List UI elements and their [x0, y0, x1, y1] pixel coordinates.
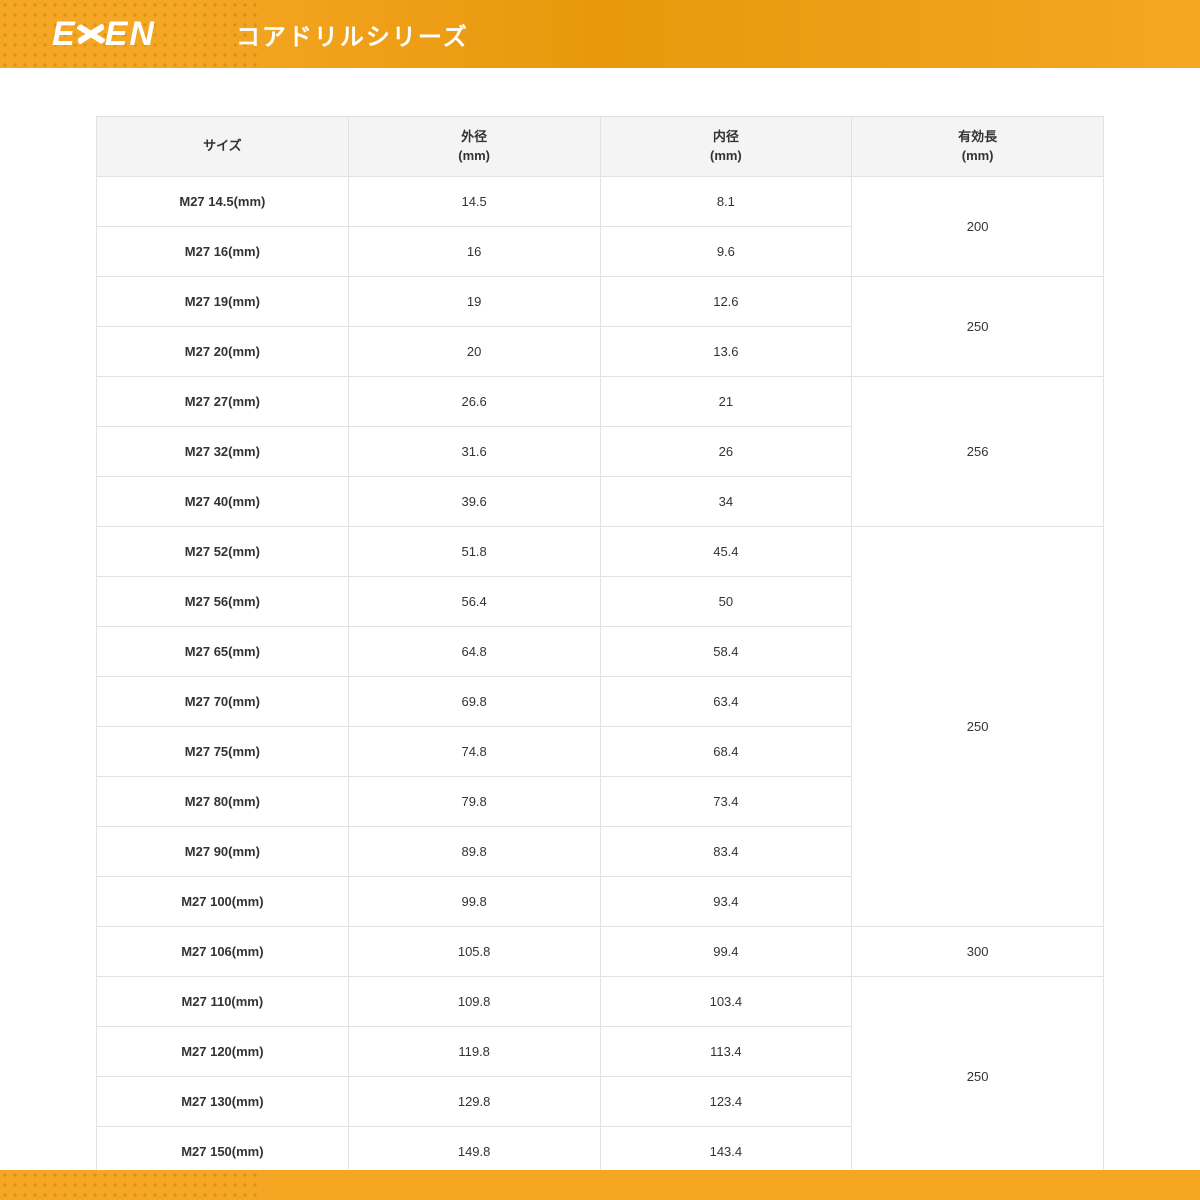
- table-header-row: サイズ 外径 (mm) 内径 (mm) 有効長 (mm): [97, 117, 1104, 177]
- cell-size: M27 27(mm): [97, 377, 349, 427]
- col-header-length: 有効長 (mm): [852, 117, 1104, 177]
- cell-outer: 129.8: [348, 1077, 600, 1127]
- cell-inner: 13.6: [600, 327, 852, 377]
- cell-inner: 26: [600, 427, 852, 477]
- cell-outer: 149.8: [348, 1127, 600, 1177]
- cell-outer: 119.8: [348, 1027, 600, 1077]
- cell-inner: 34: [600, 477, 852, 527]
- cell-inner: 143.4: [600, 1127, 852, 1177]
- cell-inner: 21: [600, 377, 852, 427]
- col-unit: (mm): [458, 148, 490, 163]
- cell-outer: 64.8: [348, 627, 600, 677]
- table-row: M27 106(mm)105.899.4300: [97, 927, 1104, 977]
- cell-inner: 9.6: [600, 227, 852, 277]
- cell-size: M27 40(mm): [97, 477, 349, 527]
- cell-size: M27 20(mm): [97, 327, 349, 377]
- cell-outer: 74.8: [348, 727, 600, 777]
- cell-inner: 63.4: [600, 677, 852, 727]
- cell-size: M27 52(mm): [97, 527, 349, 577]
- cell-inner: 83.4: [600, 827, 852, 877]
- table-head: サイズ 外径 (mm) 内径 (mm) 有効長 (mm): [97, 117, 1104, 177]
- cell-size: M27 130(mm): [97, 1077, 349, 1127]
- col-label: 外径: [461, 129, 487, 144]
- cell-outer: 99.8: [348, 877, 600, 927]
- footer-dot-pattern: [0, 1170, 260, 1200]
- cell-length: 250: [852, 527, 1104, 927]
- cell-inner: 50: [600, 577, 852, 627]
- cell-size: M27 32(mm): [97, 427, 349, 477]
- table-row: M27 27(mm)26.621256: [97, 377, 1104, 427]
- logo-letter: N: [129, 15, 156, 54]
- cell-inner: 93.4: [600, 877, 852, 927]
- logo-x-icon: [78, 19, 104, 49]
- col-header-inner: 内径 (mm): [600, 117, 852, 177]
- cell-outer: 31.6: [348, 427, 600, 477]
- cell-size: M27 80(mm): [97, 777, 349, 827]
- table-row: M27 52(mm)51.845.4250: [97, 527, 1104, 577]
- cell-inner: 123.4: [600, 1077, 852, 1127]
- page-header: E E N コアドリルシリーズ: [0, 0, 1200, 68]
- table-body: M27 14.5(mm)14.58.1200M27 16(mm)169.6M27…: [97, 177, 1104, 1177]
- cell-length: 300: [852, 927, 1104, 977]
- col-label: 有効長: [958, 129, 997, 144]
- cell-outer: 69.8: [348, 677, 600, 727]
- cell-outer: 16: [348, 227, 600, 277]
- cell-size: M27 56(mm): [97, 577, 349, 627]
- cell-outer: 109.8: [348, 977, 600, 1027]
- col-unit: (mm): [962, 148, 994, 163]
- cell-outer: 20: [348, 327, 600, 377]
- cell-outer: 105.8: [348, 927, 600, 977]
- cell-inner: 8.1: [600, 177, 852, 227]
- cell-outer: 56.4: [348, 577, 600, 627]
- cell-length: 200: [852, 177, 1104, 277]
- cell-outer: 39.6: [348, 477, 600, 527]
- col-unit: (mm): [710, 148, 742, 163]
- cell-length: 256: [852, 377, 1104, 527]
- cell-inner: 45.4: [600, 527, 852, 577]
- cell-size: M27 150(mm): [97, 1127, 349, 1177]
- cell-outer: 79.8: [348, 777, 600, 827]
- cell-length: 250: [852, 977, 1104, 1177]
- spec-table: サイズ 外径 (mm) 内径 (mm) 有効長 (mm) M27 14.5(mm…: [96, 116, 1104, 1177]
- cell-size: M27 120(mm): [97, 1027, 349, 1077]
- cell-outer: 26.6: [348, 377, 600, 427]
- cell-outer: 51.8: [348, 527, 600, 577]
- cell-size: M27 75(mm): [97, 727, 349, 777]
- logo-letter: E: [52, 15, 77, 54]
- cell-inner: 12.6: [600, 277, 852, 327]
- cell-size: M27 14.5(mm): [97, 177, 349, 227]
- cell-inner: 73.4: [600, 777, 852, 827]
- cell-inner: 68.4: [600, 727, 852, 777]
- content-area: サイズ 外径 (mm) 内径 (mm) 有効長 (mm) M27 14.5(mm…: [0, 68, 1200, 1177]
- cell-size: M27 100(mm): [97, 877, 349, 927]
- cell-size: M27 110(mm): [97, 977, 349, 1027]
- cell-length: 250: [852, 277, 1104, 377]
- col-label: サイズ: [203, 138, 242, 153]
- cell-size: M27 19(mm): [97, 277, 349, 327]
- cell-inner: 103.4: [600, 977, 852, 1027]
- cell-inner: 113.4: [600, 1027, 852, 1077]
- col-header-size: サイズ: [97, 117, 349, 177]
- cell-inner: 99.4: [600, 927, 852, 977]
- cell-outer: 19: [348, 277, 600, 327]
- table-row: M27 110(mm)109.8103.4250: [97, 977, 1104, 1027]
- footer-bar: [0, 1170, 1200, 1200]
- table-row: M27 19(mm)1912.6250: [97, 277, 1104, 327]
- cell-size: M27 65(mm): [97, 627, 349, 677]
- table-row: M27 14.5(mm)14.58.1200: [97, 177, 1104, 227]
- cell-inner: 58.4: [600, 627, 852, 677]
- cell-size: M27 70(mm): [97, 677, 349, 727]
- cell-outer: 14.5: [348, 177, 600, 227]
- brand-logo: E E N: [52, 15, 156, 54]
- cell-size: M27 106(mm): [97, 927, 349, 977]
- col-label: 内径: [713, 129, 739, 144]
- cell-size: M27 16(mm): [97, 227, 349, 277]
- page-title: コアドリルシリーズ: [236, 17, 469, 52]
- logo-letter: E: [105, 15, 130, 54]
- col-header-outer: 外径 (mm): [348, 117, 600, 177]
- cell-size: M27 90(mm): [97, 827, 349, 877]
- cell-outer: 89.8: [348, 827, 600, 877]
